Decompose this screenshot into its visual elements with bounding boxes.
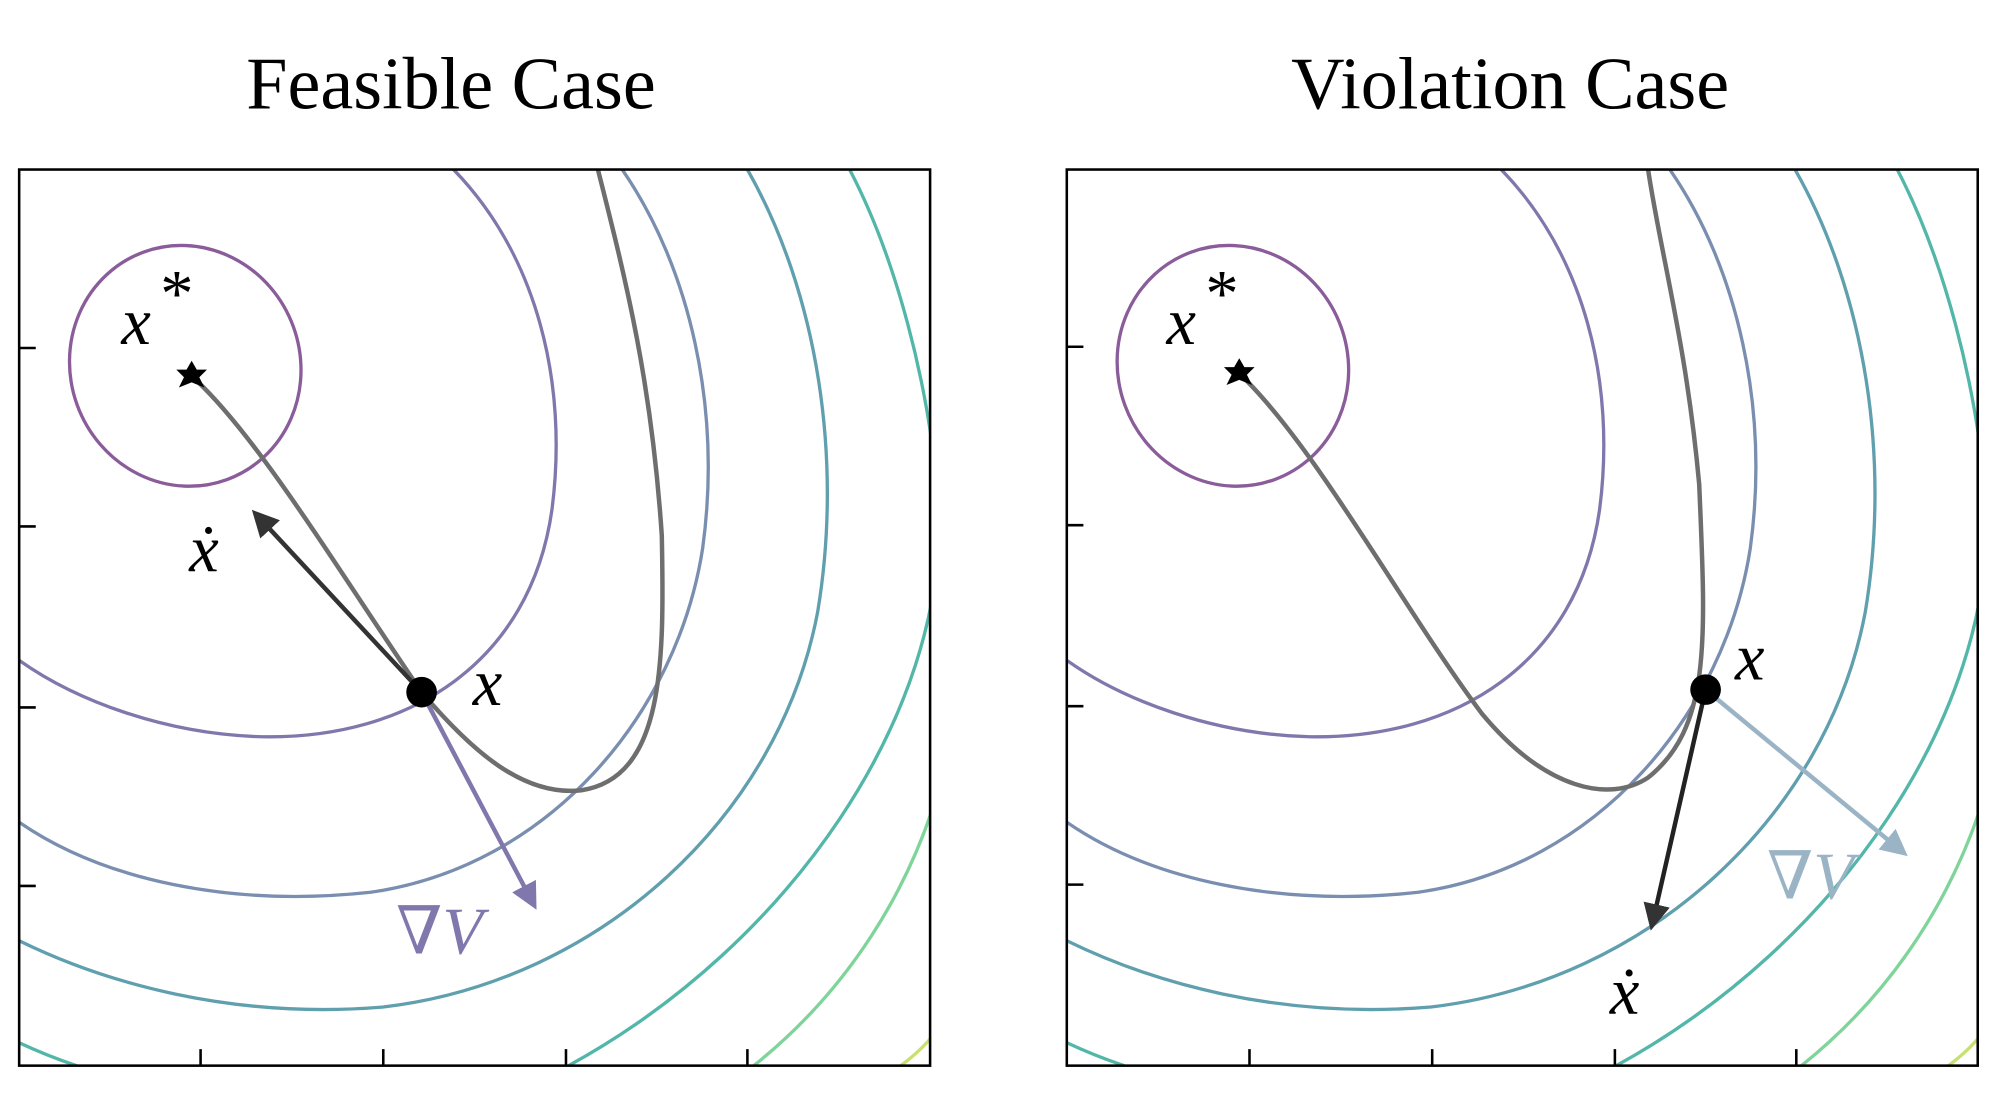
panel-title: Violation Case	[1291, 43, 1729, 125]
trajectory	[190, 168, 665, 794]
optimum-sup: *	[157, 258, 191, 331]
optimum-label: x	[1165, 286, 1195, 359]
state-point	[406, 676, 437, 708]
gradient-arrow	[1704, 687, 1908, 857]
trajectory	[1237, 169, 1706, 792]
frame	[1065, 168, 1980, 1067]
state-label: x	[1734, 621, 1764, 694]
state-label: x	[472, 647, 502, 720]
panel-title: Feasible Case	[246, 43, 655, 125]
ticks	[19, 346, 749, 1066]
optimum-label: x	[120, 286, 150, 359]
gradient-label: ∇V	[1767, 841, 1860, 914]
frame	[17, 168, 932, 1067]
velocity-label: ẋ	[1609, 955, 1640, 1028]
gradient-label: ∇V	[396, 896, 489, 969]
ticks	[1066, 345, 1798, 1066]
state-point	[1690, 674, 1721, 705]
gradient-arrow	[419, 691, 537, 910]
scaled-content: Feasible Case Violation Case x * ẋ x ∇V …	[17, 43, 1980, 1067]
velocity-arrow	[1643, 689, 1708, 931]
panel-violation	[1065, 168, 1980, 1067]
optimum-star	[1223, 358, 1255, 385]
panel-feasible	[17, 168, 932, 1067]
velocity-label: ẋ	[188, 513, 219, 586]
optimum-star	[176, 360, 207, 388]
velocity-arrow	[251, 509, 424, 694]
optimum-sup: *	[1202, 258, 1236, 331]
